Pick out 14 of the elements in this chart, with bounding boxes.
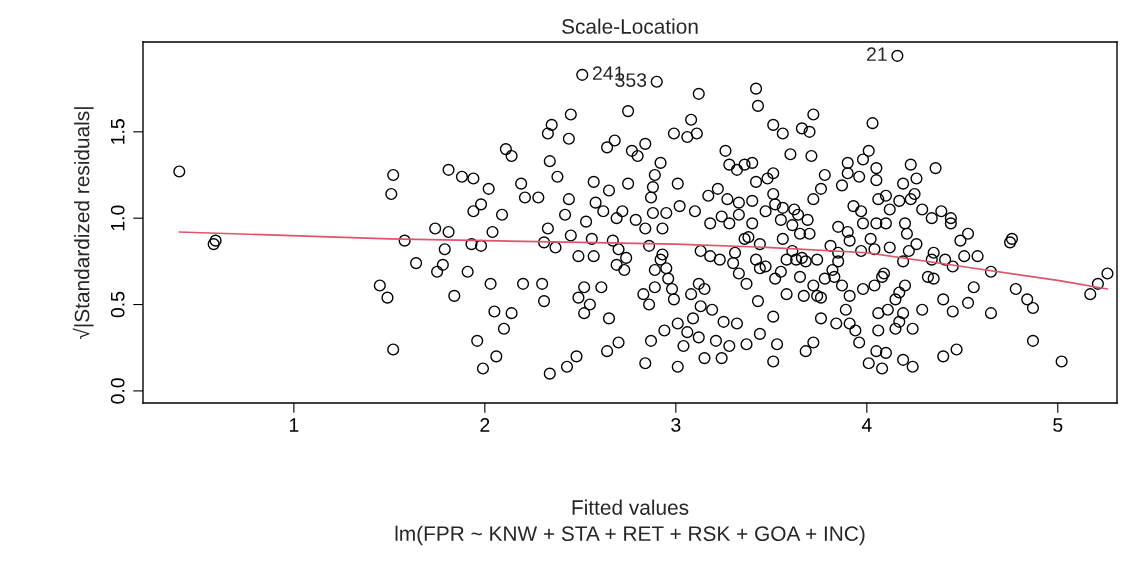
x-tick-label: 1 <box>289 418 299 432</box>
y-tick-label: 0.0 <box>110 378 125 404</box>
x-axis-title: Fitted values <box>572 499 689 515</box>
x-tick-label: 2 <box>480 418 490 432</box>
y-tick-label: 1.5 <box>111 119 125 144</box>
chart-title: Scale-Location <box>562 18 698 34</box>
text: lm(FPR ~ KNW + STA + RET + RSK + GOA + INC) <box>395 525 865 546</box>
y-axis-title: √|Standardized residuals| <box>72 107 94 340</box>
x-tick-label: 4 <box>861 418 872 432</box>
y-tick-label: 1.0 <box>110 205 125 231</box>
x-tick-label: 5 <box>1053 418 1063 432</box>
annotation: 21 <box>867 47 887 61</box>
y-tick-label: 0.5 <box>110 291 125 318</box>
x-tick-label: 3 <box>671 418 681 432</box>
